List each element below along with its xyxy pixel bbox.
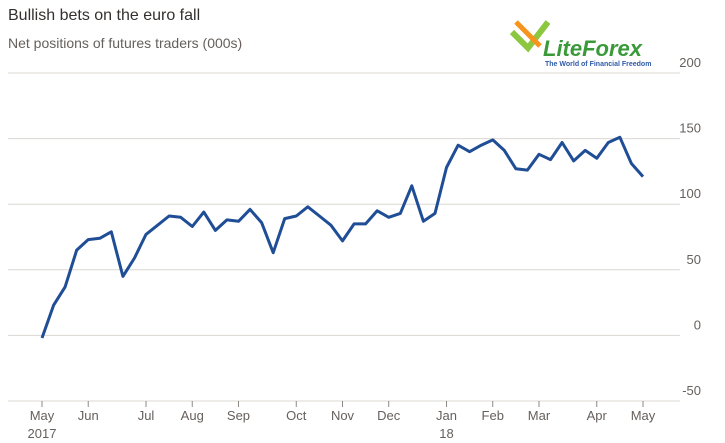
x-tick-label: May 2017 <box>28 408 57 441</box>
y-tick-label: 150 <box>679 121 701 136</box>
x-tick-label: Mar <box>528 408 551 423</box>
x-tick-label: May <box>631 408 656 423</box>
logo-mark <box>509 20 551 53</box>
x-tick-label: Oct <box>286 408 307 423</box>
logo-text: LiteForex <box>543 36 643 61</box>
y-tick-label: -50 <box>682 383 701 398</box>
chart-subtitle: Net positions of futures traders (000s) <box>8 35 242 51</box>
line-series <box>40 135 645 339</box>
x-tick-label: Dec <box>377 408 401 423</box>
x-tick-label: Jul <box>138 408 155 423</box>
y-tick-label: 100 <box>679 186 701 201</box>
x-tick-label: Nov <box>331 408 355 423</box>
x-tick-label: Sep <box>227 408 250 423</box>
x-tick-label: Jan 18 <box>436 408 457 441</box>
x-tick-label: Jun <box>78 408 99 423</box>
x-tick-label: Feb <box>482 408 504 423</box>
y-tick-label: 0 <box>694 317 701 332</box>
y-tick-label: 200 <box>679 55 701 70</box>
x-tick-label: Apr <box>587 408 608 423</box>
y-tick-label: 50 <box>687 252 701 267</box>
x-tick-label: Aug <box>181 408 204 423</box>
logo-mark <box>514 20 542 48</box>
watermark: LiteForex The World of Financial Freedom <box>509 20 651 68</box>
chart-title: Bullish bets on the euro fall <box>8 7 200 24</box>
logo-tagline: The World of Financial Freedom <box>545 61 651 68</box>
